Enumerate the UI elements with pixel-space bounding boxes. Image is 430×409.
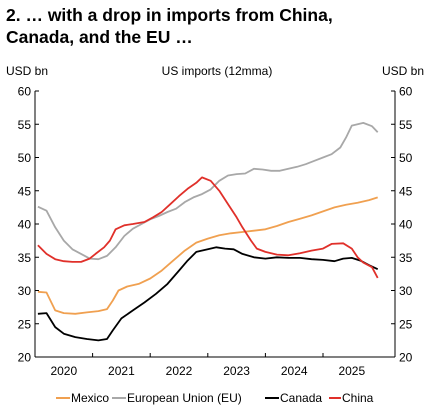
y-tick-label-left: 60: [18, 85, 32, 99]
legend-label-canada: Canada: [280, 391, 322, 405]
x-tick-label: 2021: [108, 364, 135, 378]
y-tick-label-left: 55: [18, 118, 32, 132]
x-tick-label: 2020: [50, 364, 77, 378]
y-tick-label-left: 50: [18, 151, 32, 165]
y-tick-label-left: 45: [18, 184, 32, 198]
chart-subtitle: US imports (12mma): [162, 64, 273, 78]
legend-label-european-union-eu: European Union (EU): [127, 391, 242, 405]
x-tick-label: 2024: [281, 364, 308, 378]
y-axis-unit-left: USD bn: [6, 64, 48, 78]
title-line-1: 2. … with a drop in imports from China,: [6, 5, 333, 25]
y-tick-label-right: 25: [399, 317, 413, 331]
y-tick-label-right: 55: [399, 118, 413, 132]
chart-title: 2. … with a drop in imports from China, …: [6, 4, 426, 48]
legend-label-mexico: Mexico: [71, 391, 109, 405]
series-line-china: [37, 176, 379, 279]
y-tick-label-left: 40: [18, 218, 32, 232]
y-tick-label-left: 35: [18, 251, 32, 265]
y-tick-label-left: 25: [18, 317, 32, 331]
title-line-2: Canada, and the EU …: [6, 27, 193, 47]
y-tick-label-right: 40: [399, 218, 413, 232]
y-tick-label-left: 20: [18, 351, 32, 365]
series-line-mexico: [37, 196, 378, 315]
x-tick-label: 2025: [338, 364, 365, 378]
y-tick-label-right: 35: [399, 251, 413, 265]
y-tick-label-right: 20: [399, 351, 413, 365]
y-tick-label-right: 30: [399, 284, 413, 298]
y-axis-unit-right: USD bn: [382, 64, 424, 78]
y-tick-label-right: 45: [399, 184, 413, 198]
y-tick-label-right: 50: [399, 151, 413, 165]
series-line-canada: [37, 246, 379, 342]
legend: Mexico European Union (EU) Canada China: [56, 391, 374, 405]
series-lines: [37, 122, 379, 342]
x-tick-label: 2023: [223, 364, 250, 378]
y-tick-label-left: 30: [18, 284, 32, 298]
y-tick-label-right: 60: [399, 85, 413, 99]
x-tick-label: 2022: [166, 364, 193, 378]
legend-label-china: China: [342, 391, 374, 405]
